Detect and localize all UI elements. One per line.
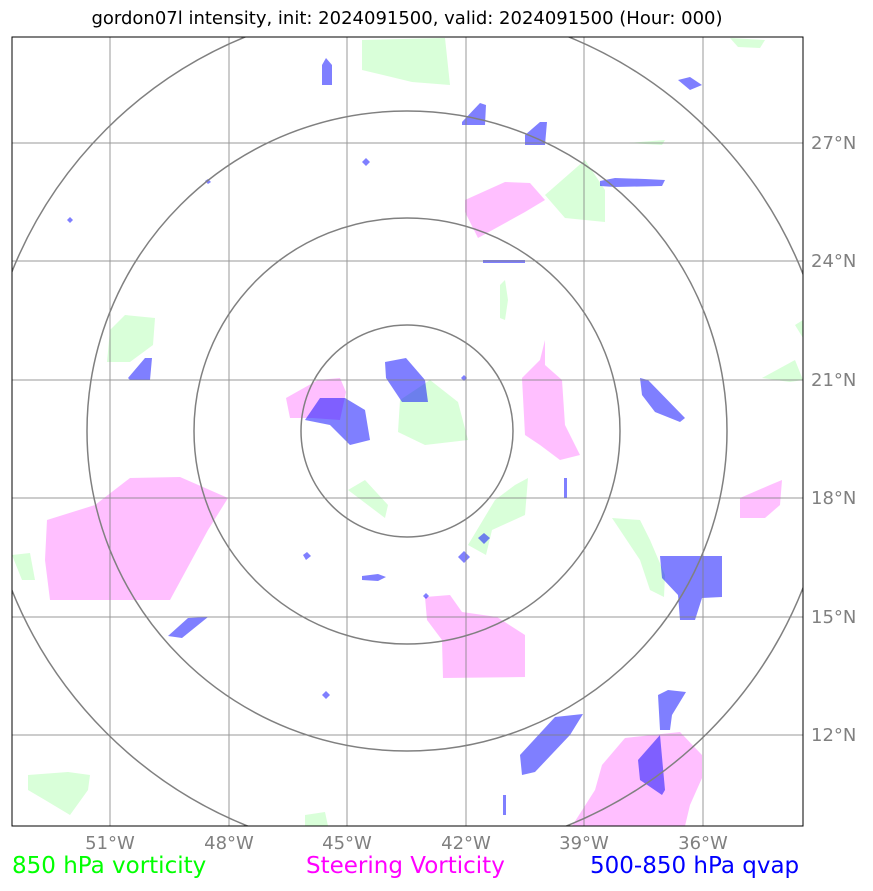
latlon-grid: [12, 37, 803, 826]
steering-contours: [45, 182, 782, 826]
lon-tick-label: 39°W: [559, 833, 609, 854]
legend-qvap: 500-850 hPa qvap: [590, 853, 800, 879]
range-rings: [12, 37, 803, 826]
qvap-contours: [67, 58, 722, 815]
lon-tick-label: 36°W: [678, 833, 728, 854]
lon-tick-label: 51°W: [85, 833, 135, 854]
lat-tick-label: 18°N: [811, 488, 856, 509]
legend-steering: Steering Vorticity: [306, 853, 505, 879]
vort850-contours: [12, 38, 803, 826]
lat-tick-label: 27°N: [811, 133, 856, 154]
lat-tick-labels: 27°N 24°N 21°N 18°N 15°N 12°N: [811, 133, 856, 746]
lat-tick-label: 21°N: [811, 370, 856, 391]
plot-frame: [11, 36, 804, 827]
lat-tick-label: 12°N: [811, 725, 856, 746]
map-title: gordon07l intensity, init: 2024091500, v…: [91, 8, 723, 29]
map-plot-area: [12, 37, 803, 826]
lon-tick-labels: 51°W 48°W 45°W 42°W 39°W 36°W: [85, 833, 728, 854]
legend-vort850: 850 hPa vorticity: [12, 853, 207, 879]
lon-tick-label: 48°W: [204, 833, 254, 854]
lon-tick-label: 42°W: [441, 833, 491, 854]
lat-tick-label: 15°N: [811, 607, 856, 628]
lon-tick-label: 45°W: [322, 833, 372, 854]
lat-tick-label: 24°N: [811, 251, 856, 272]
